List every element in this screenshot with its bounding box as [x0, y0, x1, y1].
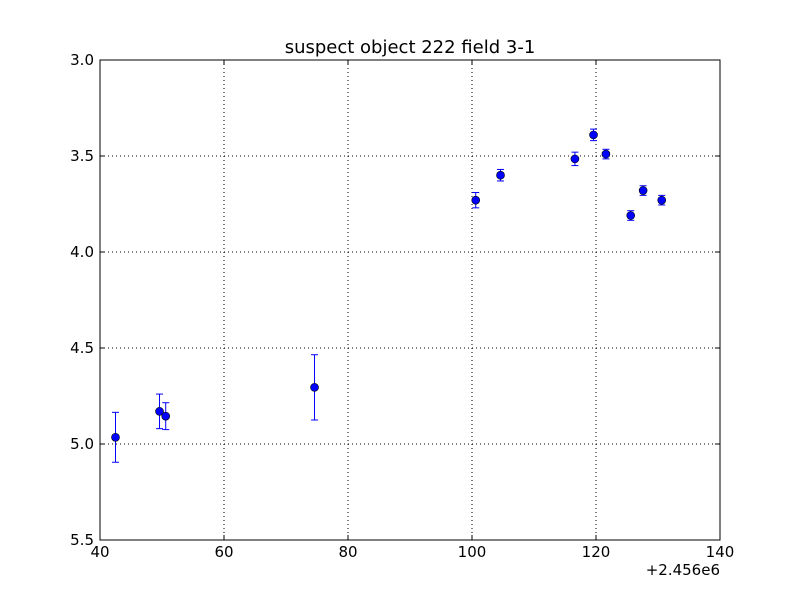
- x-tick-label: 80: [338, 543, 357, 561]
- data-point: [657, 195, 667, 205]
- x-tick-label: 140: [706, 543, 735, 561]
- plot-frame: [99, 59, 721, 541]
- data-point: [601, 149, 611, 159]
- data-point: [589, 130, 598, 140]
- data-point: [111, 432, 120, 442]
- y-tick-label: 4.0: [70, 243, 94, 261]
- y-tick-label: 4.5: [70, 339, 94, 357]
- data-point: [496, 170, 505, 180]
- data-point: [570, 154, 580, 164]
- x-tick-label: 60: [214, 543, 233, 561]
- x-tick-label: 120: [582, 543, 611, 561]
- data-point: [155, 407, 164, 416]
- y-tick-label: 5.0: [70, 435, 94, 453]
- x-tick-label: 100: [458, 543, 487, 561]
- y-tick-label: 5.5: [70, 531, 94, 549]
- x-tick-label: 40: [90, 543, 109, 561]
- data-points: [111, 130, 667, 442]
- y-tick-label: 3.5: [70, 147, 94, 165]
- chart-title: suspect object 222 field 3-1: [285, 37, 536, 58]
- data-point: [471, 195, 481, 205]
- x-axis-offset-label: +2.456e6: [646, 561, 720, 579]
- data-point: [626, 211, 636, 220]
- axis-ticks: [99, 59, 721, 541]
- data-point: [638, 186, 648, 195]
- plot-area: [100, 60, 720, 540]
- data-point: [161, 411, 171, 421]
- y-tick-label: 3.0: [70, 51, 94, 69]
- grid-lines: [100, 60, 720, 540]
- tick-labels: 40 60 80 100 120 140 3.0 3.5 4.0 4.5 5.0 5.5: [70, 51, 734, 561]
- data-point: [310, 383, 319, 392]
